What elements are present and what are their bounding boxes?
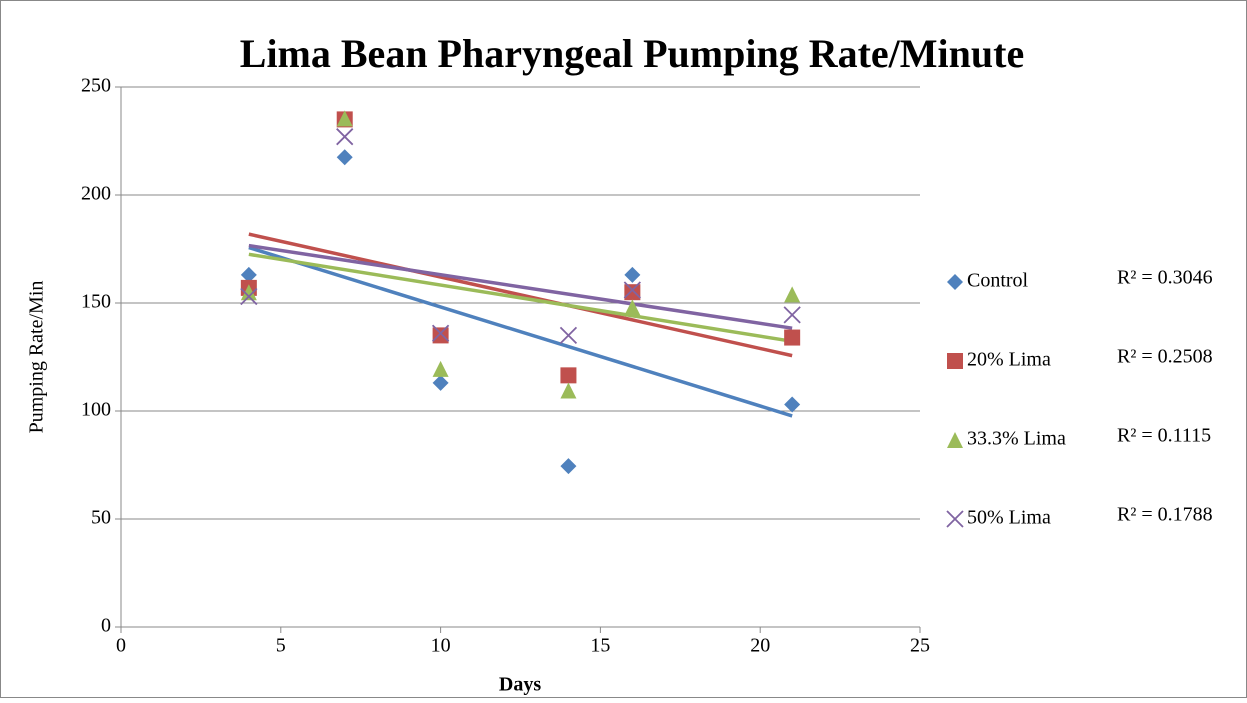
x-tick-label: 5 <box>276 635 286 657</box>
x-tick-label: 20 <box>750 635 770 657</box>
point <box>432 374 449 391</box>
point <box>560 458 577 475</box>
point <box>240 284 257 301</box>
point <box>784 286 801 303</box>
y-tick-label: 150 <box>81 291 111 313</box>
legend-marker <box>947 353 963 369</box>
legend-label: Control <box>967 270 1029 292</box>
legend-label: 50% Lima <box>967 507 1051 529</box>
y-axis-label: Pumping Rate/Min <box>26 281 48 434</box>
point <box>783 306 801 324</box>
point <box>559 326 578 345</box>
legend-label: 20% Lima <box>967 349 1051 371</box>
legend-marker <box>947 274 963 290</box>
x-tick-label: 10 <box>431 635 451 657</box>
r-squared-label: R² = 0.2508 <box>1117 346 1213 368</box>
chart-title: Lima Bean Pharyngeal Pumping Rate/Minute <box>240 31 1024 76</box>
trendline <box>248 243 793 330</box>
r-squared-label: R² = 0.3046 <box>1117 267 1213 289</box>
point <box>336 110 353 127</box>
y-tick-label: 0 <box>101 615 111 637</box>
y-tick-label: 250 <box>81 75 111 97</box>
trendline <box>248 232 793 358</box>
point <box>560 367 577 384</box>
y-tick-label: 200 <box>81 183 111 205</box>
point <box>623 281 641 299</box>
r-squared-label: R² = 0.1115 <box>1117 425 1211 447</box>
legend-label: 33.3% Lima <box>967 428 1066 450</box>
r-squared-label: R² = 0.1788 <box>1117 504 1213 526</box>
point <box>240 266 257 283</box>
x-axis-label: Days <box>499 674 541 696</box>
point <box>431 324 450 342</box>
point <box>560 382 577 399</box>
point <box>624 284 641 301</box>
y-tick-label: 50 <box>91 507 111 529</box>
point <box>784 329 801 346</box>
legend-marker <box>946 510 964 528</box>
trendline <box>248 245 793 418</box>
x-tick-label: 25 <box>910 635 930 657</box>
point <box>624 266 641 283</box>
point <box>432 360 449 377</box>
point <box>432 327 449 344</box>
y-tick-label: 100 <box>81 399 111 421</box>
point <box>784 396 801 413</box>
point <box>336 128 354 146</box>
point <box>336 149 353 166</box>
point <box>624 299 641 316</box>
x-tick-label: 0 <box>116 635 126 657</box>
trendline <box>248 252 793 344</box>
point <box>240 287 258 306</box>
legend-marker <box>947 432 963 448</box>
x-tick-label: 15 <box>590 635 610 657</box>
